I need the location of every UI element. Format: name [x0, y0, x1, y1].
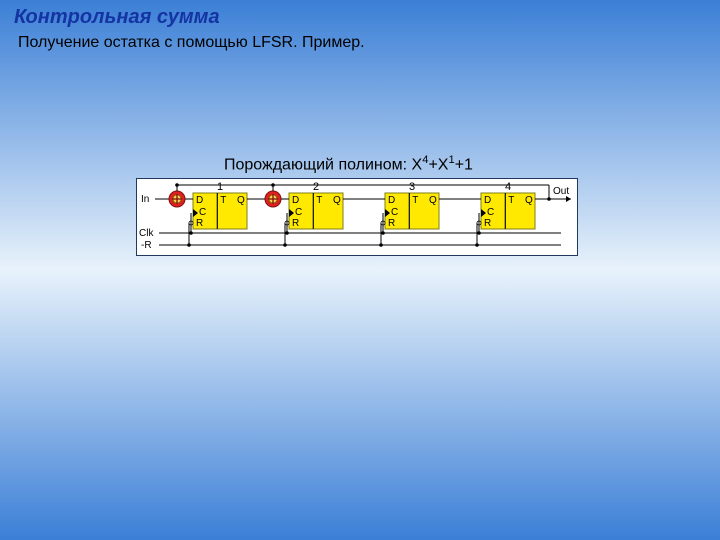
- svg-text:D: D: [292, 195, 299, 206]
- label-in: In: [141, 194, 149, 205]
- svg-text:Q: Q: [333, 195, 341, 206]
- svg-text:C: C: [487, 207, 494, 218]
- slide: Контрольная сумма Получение остатка с по…: [0, 0, 720, 540]
- svg-text:T: T: [508, 195, 514, 206]
- svg-text:C: C: [295, 207, 302, 218]
- svg-text:C: C: [391, 207, 398, 218]
- poly-tail: +1: [455, 156, 473, 173]
- svg-text:4: 4: [505, 181, 511, 193]
- poly-mid: +X: [428, 156, 448, 173]
- slide-title: Контрольная сумма: [14, 6, 220, 29]
- lfsr-diagram: InClk-RDCRTQ1DCRTQ2DCRTQ3DCRTQ4Out: [136, 178, 578, 256]
- poly-base1: X: [412, 156, 423, 173]
- svg-text:D: D: [388, 195, 395, 206]
- svg-text:T: T: [220, 195, 226, 206]
- svg-text:R: R: [292, 218, 299, 229]
- svg-text:D: D: [196, 195, 203, 206]
- svg-text:R: R: [484, 218, 491, 229]
- svg-text:C: C: [199, 207, 206, 218]
- svg-text:T: T: [412, 195, 418, 206]
- svg-text:D: D: [484, 195, 491, 206]
- svg-text:2: 2: [313, 181, 319, 193]
- svg-text:R: R: [196, 218, 203, 229]
- slide-subtitle: Получение остатка с помощью LFSR. Пример…: [18, 34, 365, 52]
- poly-prefix: Порождающий полином:: [224, 156, 412, 173]
- svg-text:Q: Q: [429, 195, 437, 206]
- svg-text:Q: Q: [237, 195, 245, 206]
- svg-text:R: R: [388, 218, 395, 229]
- label-out: Out: [553, 186, 569, 197]
- svg-text:3: 3: [409, 181, 415, 193]
- svg-text:Q: Q: [525, 195, 533, 206]
- lfsr-svg: InClk-RDCRTQ1DCRTQ2DCRTQ3DCRTQ4Out: [137, 179, 577, 255]
- svg-text:1: 1: [217, 181, 223, 193]
- label-clk: Clk: [139, 228, 154, 239]
- polynomial-label: Порождающий полином: X4+X1+1: [224, 154, 473, 174]
- svg-text:T: T: [316, 195, 322, 206]
- label-rst: -R: [141, 240, 152, 251]
